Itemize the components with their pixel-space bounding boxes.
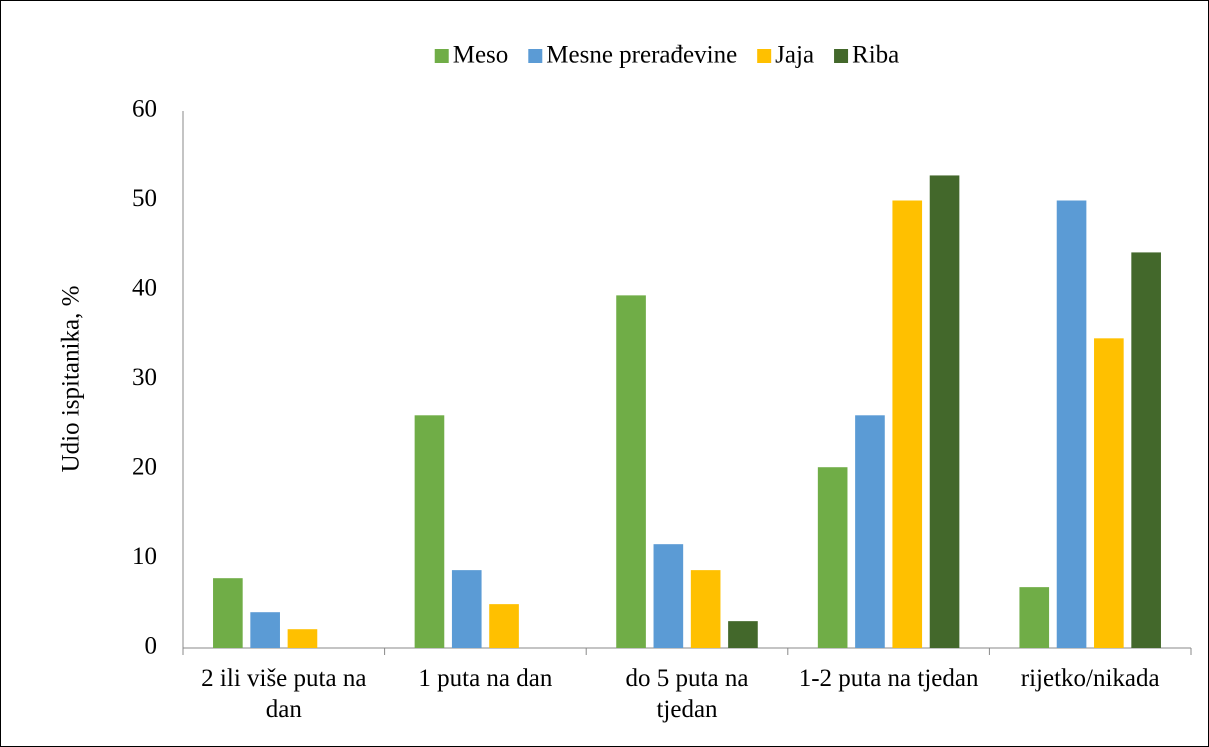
bar [855, 415, 885, 648]
x-tick-label: 1-2 puta na tjedan [798, 665, 979, 692]
y-tick-label: 20 [132, 454, 157, 481]
bar [1019, 587, 1050, 648]
y-axis-label: Udio ispitanika, % [58, 286, 85, 473]
bar [817, 467, 848, 648]
bar [414, 415, 445, 648]
legend-swatch [434, 49, 449, 63]
x-tick-label: rijetko/nikada [1020, 665, 1160, 692]
legend-label: Riba [852, 42, 899, 69]
y-tick-label: 0 [145, 633, 158, 660]
bar [1056, 200, 1087, 648]
y-tick-label: 10 [132, 543, 157, 570]
bar [1131, 252, 1161, 648]
legend-swatch [757, 49, 772, 63]
bar [213, 578, 243, 648]
bar [489, 604, 519, 648]
bar [451, 570, 482, 648]
x-tick-label: 2 ili više puta na dan [201, 665, 367, 723]
x-tick-label: do 5 puta na tjedan [625, 665, 749, 723]
bar [929, 175, 960, 648]
legend-label: Meso [453, 42, 509, 69]
bar [616, 295, 646, 648]
legend-label: Mesne prerađevine [546, 42, 737, 69]
y-tick-label: 60 [132, 96, 157, 123]
bar [728, 621, 758, 648]
y-tick-label: 50 [132, 185, 157, 212]
bar [287, 629, 318, 648]
legend-swatch [834, 49, 849, 63]
bar [1094, 338, 1124, 648]
y-tick-label: 30 [132, 364, 157, 391]
bar [892, 200, 923, 648]
legend-swatch [528, 49, 543, 63]
y-tick-label: 40 [132, 275, 157, 302]
bar [653, 544, 684, 648]
bar [690, 570, 721, 648]
x-tick-label: 1 puta na dan [418, 665, 553, 692]
legend-label: Jaja [775, 42, 814, 69]
bar [250, 612, 280, 648]
